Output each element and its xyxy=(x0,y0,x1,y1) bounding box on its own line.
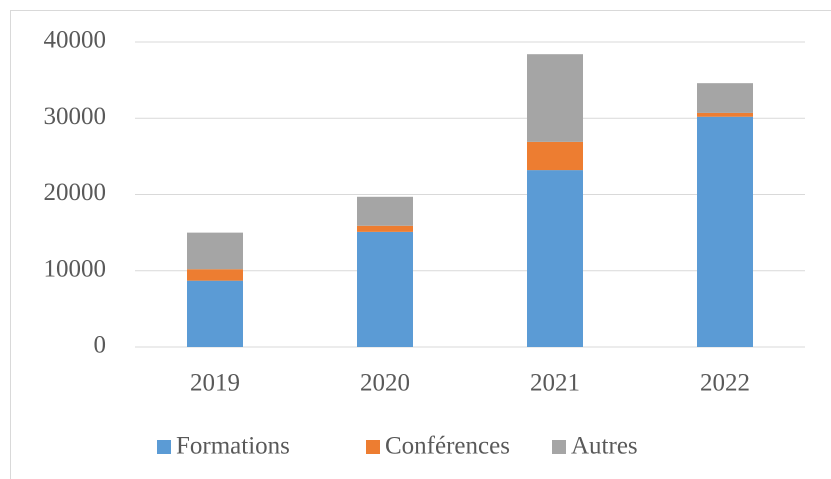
legend-swatch xyxy=(157,440,171,454)
legend-label: Formations xyxy=(176,433,290,460)
bar-segment xyxy=(697,116,753,347)
legend-swatch xyxy=(552,440,566,454)
bar-segment xyxy=(187,232,243,270)
bar-segment xyxy=(187,269,243,281)
y-tick-label: 20000 xyxy=(44,179,107,206)
bar-segment xyxy=(527,54,583,142)
legend-label: Conférences xyxy=(385,433,510,460)
bar-segment xyxy=(357,225,413,232)
bar-segment xyxy=(697,112,753,117)
legend-label: Autres xyxy=(571,433,638,460)
x-tick-label: 2020 xyxy=(360,370,410,397)
y-tick-label: 0 xyxy=(94,332,107,359)
y-tick-label: 10000 xyxy=(44,255,107,282)
bar-segment xyxy=(357,231,413,347)
bar-segment xyxy=(527,141,583,171)
bar-segment xyxy=(697,83,753,113)
bar-segment xyxy=(187,280,243,347)
x-tick-label: 2022 xyxy=(700,370,750,397)
legend-swatch xyxy=(366,440,380,454)
bar-segment xyxy=(527,170,583,347)
x-tick-label: 2021 xyxy=(530,370,580,397)
chart-frame xyxy=(10,10,831,479)
y-tick-label: 40000 xyxy=(44,27,107,54)
bar-segment xyxy=(357,196,413,226)
x-tick-label: 2019 xyxy=(190,370,240,397)
y-tick-label: 30000 xyxy=(44,103,107,130)
